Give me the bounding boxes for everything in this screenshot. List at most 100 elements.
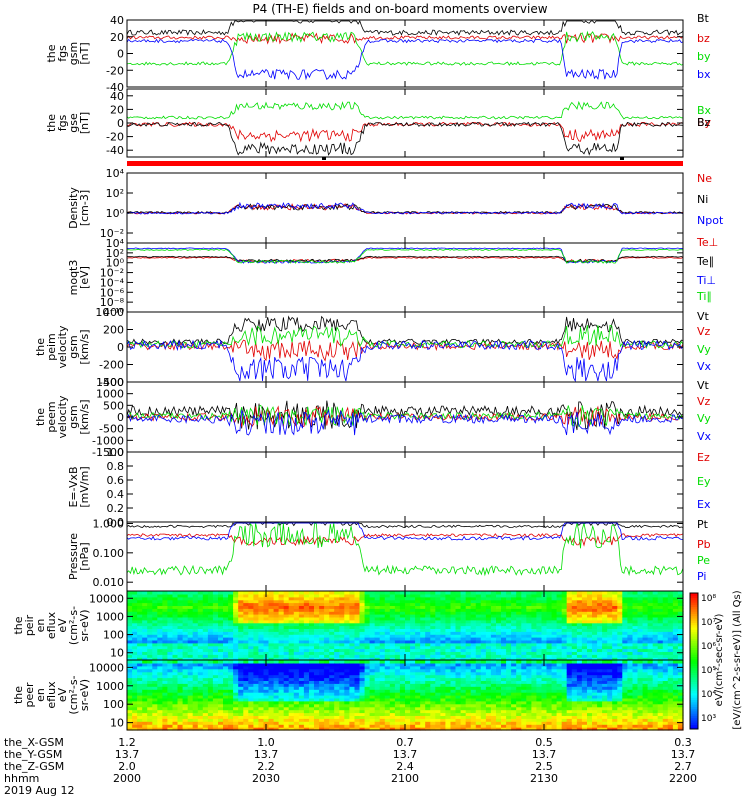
spectrogram-cell [298, 611, 305, 615]
spectrogram-cell [410, 724, 416, 728]
spectrogram-cell [207, 724, 214, 728]
spectrogram-cell [455, 689, 462, 693]
spectrogram-cell [263, 648, 270, 652]
spectrogram-cell [485, 697, 492, 702]
spectrogram-cell [233, 662, 239, 667]
spectrogram-cell [268, 614, 275, 618]
spectrogram-cell [298, 660, 305, 664]
spectrogram-cell [172, 668, 179, 673]
spectrogram-cell [465, 671, 472, 676]
spectrogram-cell [324, 657, 330, 661]
spectrogram-cell [142, 692, 148, 696]
spectrogram-cell [627, 631, 634, 635]
spectrogram-cell [415, 712, 421, 716]
spectrogram-cell [667, 619, 674, 624]
spectrogram-cell [480, 657, 487, 661]
spectrogram-cell [263, 651, 270, 655]
spectrogram-cell [223, 668, 229, 673]
spectrogram-cell [132, 622, 138, 627]
spectrogram-cell [470, 608, 477, 612]
spectrogram-cell [253, 625, 260, 629]
spectrogram-cell [349, 605, 356, 609]
spectrogram-cell [273, 680, 280, 684]
spectrogram-cell [142, 611, 148, 615]
spectrogram-cell [485, 660, 492, 664]
spectrogram-cell [531, 660, 538, 664]
spectrogram-cell [511, 700, 517, 705]
spectrogram-cell [450, 727, 457, 731]
spectrogram-cell [450, 608, 457, 612]
spectrogram-cell [127, 709, 133, 714]
spectrogram-cell [420, 660, 426, 664]
spectrogram-cell [647, 611, 654, 615]
spectrogram-cell [288, 608, 295, 612]
spectrogram-cell [298, 712, 305, 716]
spectrogram-cell [672, 637, 679, 641]
spectrogram-cell [162, 662, 169, 667]
spectrogram-cell [647, 591, 654, 595]
spectrogram-cell [496, 642, 502, 647]
spectrogram-cell [405, 637, 411, 641]
spectrogram-cell [278, 721, 285, 725]
spectrogram-cell [218, 668, 224, 673]
spectrogram-cell [490, 677, 497, 681]
spectrogram-cell [263, 634, 270, 638]
spectrogram-cell [480, 608, 487, 612]
spectrogram-cell [142, 660, 148, 664]
spectrogram-cell [496, 631, 502, 635]
spectrogram-cell [314, 668, 320, 673]
spectrogram-cell [314, 727, 320, 731]
spectrogram-cell [147, 706, 153, 711]
spectrogram-cell [147, 700, 153, 705]
spectrogram-cell [147, 637, 153, 641]
spectrogram-cell [202, 648, 209, 652]
spectrogram-cell [410, 686, 416, 690]
spectrogram-cell [253, 657, 260, 661]
spectrogram-cell [521, 631, 527, 635]
spectrogram-cell [485, 642, 492, 647]
spectrogram-cell [399, 622, 406, 627]
spectrogram-cell [521, 645, 527, 650]
spectrogram-cell [182, 677, 189, 681]
spectrogram-cell [450, 642, 457, 647]
spectrogram-cell [470, 631, 477, 635]
spectrogram-cell [212, 703, 219, 708]
spectrogram-cell [440, 660, 447, 664]
spectrogram-cell [162, 628, 169, 632]
spectrogram-cell [379, 718, 386, 722]
spectrogram-cell [612, 645, 618, 650]
spectrogram-cell [425, 605, 431, 609]
spectrogram-cell [147, 619, 153, 624]
spectrogram-cell [207, 628, 214, 632]
spectrogram-cell [435, 654, 441, 658]
spectrogram-cell [344, 692, 350, 696]
spectrogram-cell [273, 625, 280, 629]
spectrogram-cell [258, 703, 265, 708]
spectrogram-cell [223, 715, 229, 719]
spectrogram-cell [309, 727, 315, 731]
spectrogram-cell [622, 645, 628, 650]
spectrogram-cell [399, 677, 406, 681]
spectrogram-cell [319, 700, 325, 705]
spectrogram-cell [258, 668, 265, 673]
spectrogram-cell [132, 616, 138, 621]
spectrogram-cell [283, 654, 290, 658]
spectrogram-cell [349, 709, 356, 714]
spectrogram-cell [647, 634, 654, 638]
spectrogram-cell [506, 602, 512, 606]
spectrogram-cell [278, 660, 285, 664]
spectrogram-cell [607, 616, 613, 621]
spectrogram-cell [157, 692, 163, 696]
spectrogram-cell [147, 712, 153, 716]
spectrogram-cell [339, 596, 345, 601]
spectrogram-cell [465, 697, 472, 702]
spectrogram-cell [460, 665, 467, 670]
spectrogram-cell [298, 665, 305, 670]
spectrogram-cell [490, 692, 497, 696]
spectrogram-cell [536, 695, 543, 699]
spectrogram-cell [506, 648, 512, 652]
spectrogram-cell [556, 642, 563, 647]
spectrogram-cell [329, 637, 335, 641]
spectrogram-cell [268, 591, 275, 595]
spectrogram-cell [496, 727, 502, 731]
